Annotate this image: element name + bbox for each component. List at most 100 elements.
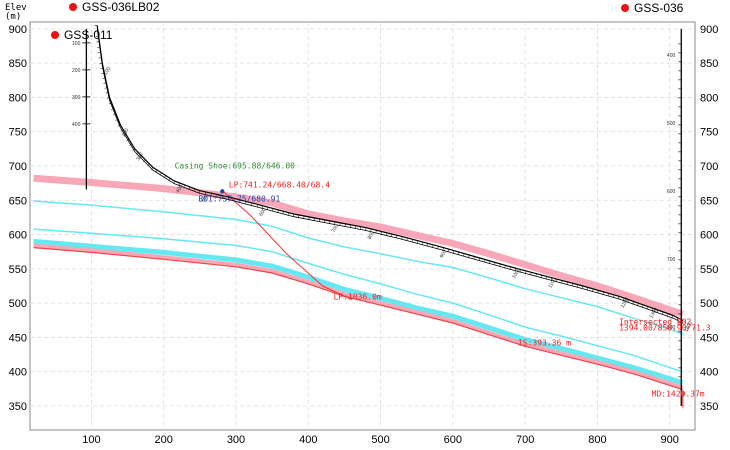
annotation-label: B01:757.75/680.91 bbox=[198, 195, 280, 204]
trajectory-md-label: 100 bbox=[103, 66, 112, 76]
trajectory-tick bbox=[360, 226, 362, 230]
trajectory-tick bbox=[324, 219, 326, 223]
trajectory-tick bbox=[100, 67, 104, 69]
x-tick-label: 200 bbox=[155, 434, 173, 446]
well-gss011-depth-label: 200 bbox=[72, 68, 81, 74]
y-tick-label-left: 750 bbox=[9, 127, 27, 139]
trajectory-tick bbox=[365, 227, 367, 231]
trajectory-tick bbox=[473, 256, 475, 260]
trajectory-tick bbox=[452, 250, 455, 254]
trajectory-tick bbox=[390, 234, 393, 238]
trajectory-tick bbox=[227, 196, 230, 200]
trajectory-tick bbox=[267, 207, 269, 211]
y-tick-label-right: 850 bbox=[700, 58, 718, 70]
trajectory-md-label: 1200 bbox=[620, 296, 631, 309]
annotation-label: IS:393.36 m bbox=[518, 339, 571, 348]
trajectory-md-label: 1000 bbox=[511, 267, 522, 280]
trajectory-tick bbox=[651, 308, 654, 312]
layer-line-6 bbox=[33, 247, 683, 391]
annotation-label: LP:741.24/668.40/68.4 bbox=[229, 180, 330, 189]
trajectory-tick bbox=[103, 82, 107, 84]
trajectory-tick bbox=[117, 124, 121, 127]
layer-line-2 bbox=[33, 200, 683, 335]
trajectory-tick bbox=[210, 193, 212, 197]
trajectory-tick bbox=[509, 266, 511, 270]
lateral-line bbox=[221, 189, 352, 301]
y-axis-label: Elev bbox=[5, 3, 27, 13]
trajectory-tick bbox=[646, 306, 649, 310]
trajectory-tick bbox=[530, 272, 532, 276]
x-tick-label: 300 bbox=[227, 434, 245, 446]
trajectory-tick bbox=[561, 280, 563, 284]
trajectory-md-label: 1100 bbox=[547, 277, 558, 290]
annotation-label: MD:1429.37m bbox=[652, 389, 705, 398]
layer-line-5 bbox=[33, 243, 684, 390]
trajectory-tick bbox=[105, 92, 109, 94]
trajectory-tick bbox=[183, 184, 185, 188]
trajectory-tick bbox=[437, 246, 439, 250]
trajectory-tick bbox=[287, 212, 289, 216]
x-tick-label: 400 bbox=[299, 434, 317, 446]
trajectory-tick bbox=[101, 72, 105, 74]
trajectory-tick bbox=[370, 228, 372, 232]
trajectory-tick bbox=[576, 284, 579, 288]
trajectory-tick bbox=[102, 77, 106, 79]
y-tick-label-right: 750 bbox=[700, 127, 718, 139]
trajectory-tick bbox=[146, 163, 150, 166]
y-tick-label-left: 650 bbox=[9, 195, 27, 207]
trajectory-tick bbox=[597, 290, 599, 294]
trajectory-md-label: 200 bbox=[121, 127, 130, 137]
trajectory-tick bbox=[457, 252, 460, 256]
trajectory-tick bbox=[151, 167, 154, 171]
trajectory-tick bbox=[385, 232, 388, 236]
trajectory-tick bbox=[104, 87, 108, 89]
trajectory-tick bbox=[334, 221, 336, 225]
trajectory-tick bbox=[99, 62, 103, 65]
trajectory-tick bbox=[120, 129, 124, 132]
trajectory-tick bbox=[432, 244, 434, 248]
trajectory-tick bbox=[339, 222, 341, 226]
well-gss036-depth-label: 400 bbox=[667, 53, 676, 59]
well-gss036-depth-label: 500 bbox=[667, 121, 676, 127]
well-gss011-depth-label: 100 bbox=[72, 41, 81, 47]
trajectory-tick bbox=[136, 152, 139, 155]
annotation-label: 1394.00/850.90/71.3 bbox=[619, 324, 711, 333]
y-tick-label-left: 700 bbox=[9, 161, 27, 173]
trajectory-tick bbox=[222, 195, 224, 199]
trajectory-tick bbox=[261, 205, 264, 209]
x-tick-label: 700 bbox=[516, 434, 534, 446]
trajectory-tick bbox=[113, 113, 117, 116]
trajectory-tick bbox=[406, 237, 408, 241]
trajectory-tick bbox=[132, 148, 135, 152]
trajectory-tick bbox=[159, 172, 162, 176]
trajectory-tick bbox=[556, 279, 558, 283]
well-marker-icon bbox=[69, 3, 77, 11]
y-tick-label-right: 500 bbox=[700, 298, 718, 310]
layer-line-4 bbox=[33, 238, 684, 386]
trajectory-tick bbox=[396, 235, 398, 239]
trajectory-tick bbox=[447, 249, 449, 253]
trajectory-tick bbox=[468, 254, 470, 258]
trajectory-tick bbox=[245, 201, 247, 205]
annotation-label: Intersected B02 bbox=[619, 317, 691, 326]
trajectory-tick bbox=[193, 188, 196, 192]
trajectory-tick bbox=[427, 243, 429, 247]
well-gss011-depth-label: 400 bbox=[72, 122, 81, 128]
trajectory-tick bbox=[550, 277, 553, 281]
trajectory-tick bbox=[667, 313, 669, 317]
trajectory-tick bbox=[483, 259, 486, 263]
marker-point-1 bbox=[220, 189, 225, 194]
trajectory-tick bbox=[143, 159, 146, 163]
annotation-label: Casing Shoe:695.88/646.00 bbox=[175, 162, 296, 171]
trajectory-tick bbox=[525, 270, 527, 274]
trajectory-tick bbox=[641, 304, 644, 308]
trajectory-tick bbox=[661, 311, 664, 315]
layer-line-3 bbox=[33, 228, 683, 373]
well-name-label: GSS-011 bbox=[64, 28, 113, 42]
trajectory-tick bbox=[349, 224, 351, 228]
well-marker-icon bbox=[621, 4, 629, 12]
well-gss011-depth-label: 300 bbox=[72, 95, 81, 101]
trajectory-md-label: 1400 bbox=[683, 320, 694, 333]
